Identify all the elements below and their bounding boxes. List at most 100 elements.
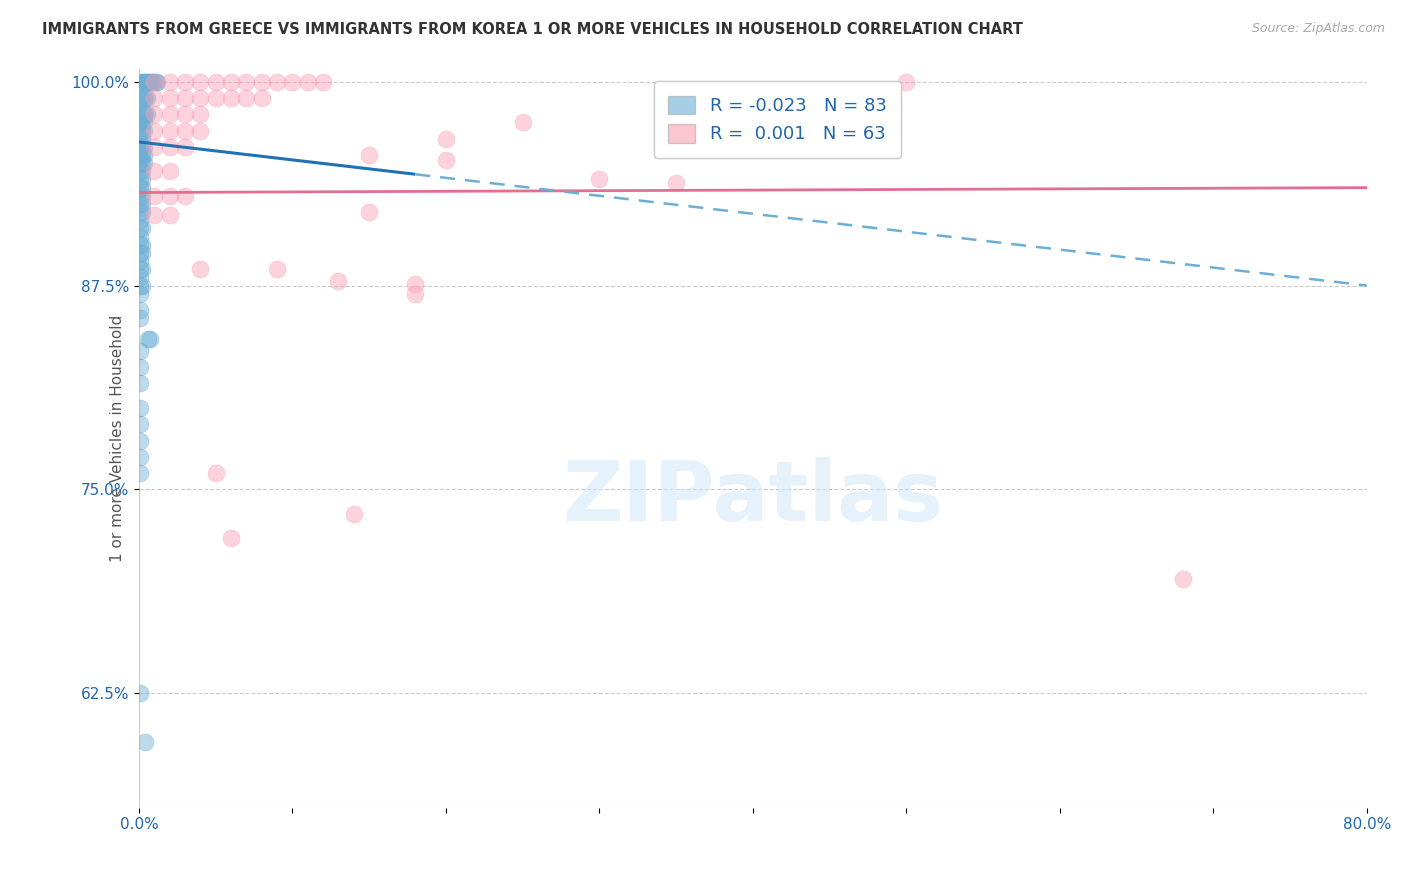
Point	[129, 360, 152, 375]
Point	[131, 156, 153, 170]
Point	[404, 286, 426, 301]
Point	[131, 172, 153, 186]
Point	[250, 91, 273, 105]
Point	[131, 237, 153, 252]
Point	[145, 74, 167, 88]
Point	[129, 131, 152, 145]
Point	[159, 208, 181, 222]
Point	[129, 343, 152, 358]
Point	[135, 74, 157, 88]
Point	[132, 148, 155, 162]
Point	[143, 208, 166, 222]
Point	[174, 91, 197, 105]
Point	[135, 107, 157, 121]
Point	[297, 74, 319, 88]
Point	[434, 131, 457, 145]
Point	[131, 140, 153, 154]
Point	[328, 274, 350, 288]
Point	[129, 74, 152, 88]
Point	[204, 74, 226, 88]
Point	[132, 115, 155, 129]
Legend: R = -0.023   N = 83, R =  0.001   N = 63: R = -0.023 N = 83, R = 0.001 N = 63	[654, 81, 901, 158]
Point	[129, 303, 152, 318]
Point	[131, 246, 153, 260]
Point	[235, 91, 257, 105]
Y-axis label: 1 or more Vehicles in Household: 1 or more Vehicles in Household	[110, 315, 125, 562]
Point	[129, 262, 152, 277]
Point	[131, 91, 153, 105]
Point	[131, 123, 153, 137]
Point	[143, 140, 166, 154]
Point	[131, 180, 153, 194]
Point	[219, 91, 242, 105]
Point	[136, 74, 159, 88]
Point	[129, 466, 152, 480]
Point	[159, 74, 181, 88]
Point	[138, 74, 160, 88]
Point	[129, 164, 152, 178]
Point	[404, 277, 426, 291]
Point	[204, 466, 226, 480]
Point	[129, 270, 152, 285]
Point	[134, 735, 156, 749]
Point	[131, 188, 153, 202]
Point	[281, 74, 304, 88]
Point	[136, 332, 159, 346]
Point	[235, 74, 257, 88]
Point	[129, 434, 152, 448]
Point	[142, 74, 165, 88]
Point	[129, 221, 152, 235]
Point	[129, 180, 152, 194]
Point	[343, 507, 366, 521]
Text: ZIPatlas: ZIPatlas	[562, 457, 943, 538]
Point	[131, 205, 153, 219]
Point	[143, 164, 166, 178]
Point	[188, 262, 211, 277]
Point	[250, 74, 273, 88]
Point	[129, 148, 152, 162]
Point	[129, 417, 152, 432]
Text: IMMIGRANTS FROM GREECE VS IMMIGRANTS FROM KOREA 1 OR MORE VEHICLES IN HOUSEHOLD : IMMIGRANTS FROM GREECE VS IMMIGRANTS FRO…	[42, 22, 1024, 37]
Point	[174, 74, 197, 88]
Point	[143, 74, 166, 88]
Point	[132, 74, 155, 88]
Point	[359, 148, 381, 162]
Point	[188, 91, 211, 105]
Point	[174, 123, 197, 137]
Point	[131, 262, 153, 277]
Point	[266, 262, 288, 277]
Point	[146, 74, 169, 88]
Point	[188, 74, 211, 88]
Point	[129, 229, 152, 244]
Point	[131, 278, 153, 293]
Point	[132, 91, 155, 105]
Point	[129, 450, 152, 464]
Point	[129, 213, 152, 227]
Point	[159, 188, 181, 202]
Point	[132, 123, 155, 137]
Point	[143, 74, 166, 88]
Point	[131, 197, 153, 211]
Point	[143, 107, 166, 121]
Point	[159, 164, 181, 178]
Point	[138, 332, 160, 346]
Point	[665, 176, 688, 190]
Point	[129, 311, 152, 326]
Text: Source: ZipAtlas.com: Source: ZipAtlas.com	[1251, 22, 1385, 36]
Point	[129, 91, 152, 105]
Point	[266, 74, 288, 88]
Point	[129, 172, 152, 186]
Point	[174, 188, 197, 202]
Point	[219, 74, 242, 88]
Point	[131, 131, 153, 145]
Point	[204, 91, 226, 105]
Point	[135, 91, 157, 105]
Point	[129, 115, 152, 129]
Point	[132, 140, 155, 154]
Point	[129, 107, 152, 121]
Point	[129, 188, 152, 202]
Point	[131, 115, 153, 129]
Point	[132, 156, 155, 170]
Point	[129, 401, 152, 415]
Point	[129, 237, 152, 252]
